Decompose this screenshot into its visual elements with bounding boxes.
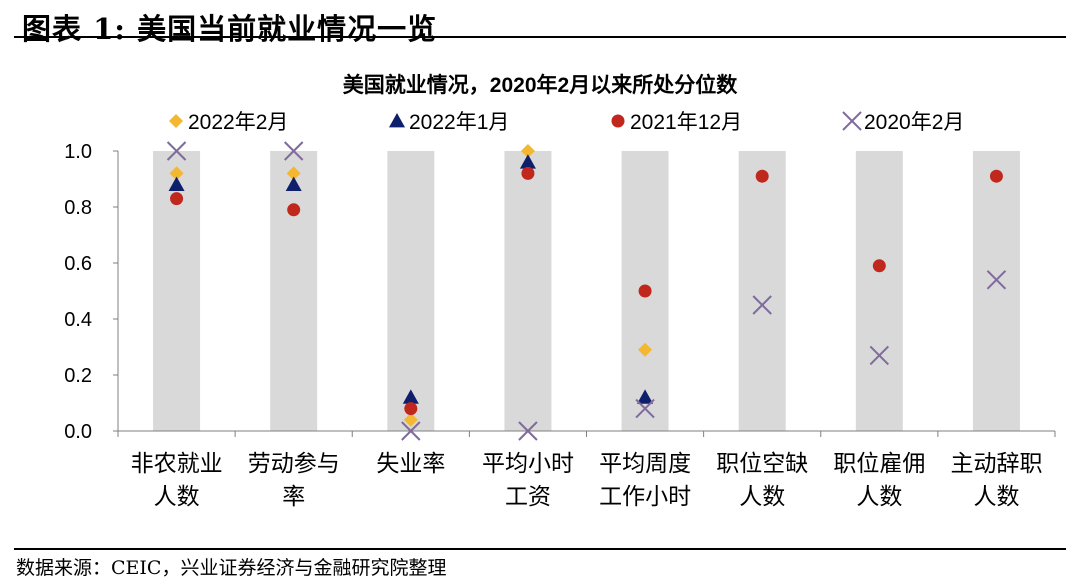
data-points [166,141,1007,441]
y-tick-labels: 1.0 0.8 0.6 0.4 0.2 0.0 [64,141,92,443]
legend-item: 2020年2月 [842,111,964,134]
legend-item: 2022年2月 [169,111,288,134]
data-point-circle [872,259,886,273]
data-point-diamond [638,342,653,357]
background-bar [972,151,1020,431]
x-marker-stroke [869,345,890,366]
legend-marker-triangle [389,113,405,128]
background-bars [153,151,1020,431]
x-tick-label: 失业率 [376,450,445,476]
x-tick-label: 平均周度 [599,450,691,476]
x-tick-label: 人数 [739,483,785,509]
y-tick-label: 0.6 [64,253,92,275]
background-bar [504,151,552,431]
x-marker-stroke [401,421,421,441]
legend-label: 2020年2月 [864,111,964,134]
data-point-triangle [519,154,536,169]
legend-label: 2021年12月 [630,111,742,134]
chart-title: 美国就业情况，2020年2月以来所处分位数 [343,73,738,97]
data-point-x [518,421,538,441]
x-tick-label: 主动辞职 [950,450,1042,476]
x-tick-label: 平均小时 [482,450,574,476]
data-point-circle [521,166,535,180]
x-marker-stroke [986,270,1007,290]
x-tick-label: 工作小时 [599,483,691,509]
data-point-x [869,345,890,366]
background-bar [855,151,903,431]
x-tick-label: 劳动参与 [248,450,340,476]
x-marker-stroke [842,111,862,131]
x-tick-label: 率 [282,483,305,509]
y-tick-label: 0.2 [64,365,92,387]
x-tick-label: 职位雇佣 [833,450,925,476]
x-marker-stroke [283,141,304,161]
x-marker-stroke [518,421,538,441]
y-tick-label: 0.8 [64,197,92,219]
data-point-circle [989,169,1003,183]
data-point-x [986,270,1007,290]
data-point-diamond [520,144,535,158]
data-point-circle [755,169,769,183]
x-marker-stroke [752,295,772,315]
data-point-circle [404,402,418,416]
figure-header: 图表 1: 美国当前就业情况一览 [14,2,1066,46]
data-point-x [283,141,304,161]
source-note: 数据来源：CEIC，兴业证券经济与金融研究院整理 [16,557,447,579]
background-bar [738,151,786,431]
data-point-x [635,398,655,419]
legend-marker-x [842,111,862,131]
data-point-triangle [637,389,654,404]
x-tick-label: 职位空缺 [716,450,808,476]
legend-label: 2022年2月 [188,111,288,134]
data-point-x [401,421,421,441]
top-rule [14,36,1066,38]
data-point-diamond [169,166,184,181]
data-point-circle [638,284,652,298]
legend-item: 2022年1月 [389,111,509,134]
data-point-diamond [403,412,418,427]
data-point-circle [170,192,184,206]
bottom-rule [14,548,1066,550]
data-point-triangle [285,176,302,191]
y-tick-label: 1.0 [64,141,92,163]
data-point-triangle [402,389,419,404]
legend-item: 2021年12月 [611,111,742,134]
legend-marker-diamond [169,114,183,128]
x-tick-label: 人数 [154,483,200,509]
x-tick-label: 非农就业 [131,450,223,476]
data-point-diamond [286,166,301,181]
chart-legend: 2022年2月 2022年1月 2021年12月 2020年2月 [169,111,964,134]
legend-label: 2022年1月 [409,111,509,134]
background-bar [270,151,318,431]
x-marker-stroke [635,398,655,419]
y-tick-label: 0.0 [64,421,92,443]
x-tick-label: 工资 [505,483,551,509]
data-point-circle [287,203,301,217]
chart-axes [113,150,1056,437]
x-tick-label: 人数 [973,483,1019,509]
y-tick-label: 0.4 [64,309,92,331]
x-tick-label: 人数 [856,483,902,509]
figure-title: 图表 1: 美国当前就业情况一览 [22,12,438,46]
data-point-triangle [168,176,185,191]
background-bar [387,151,435,431]
data-point-x [752,295,772,315]
data-point-x [166,141,187,161]
legend-marker-circle [611,114,625,128]
x-marker-stroke [166,141,187,161]
